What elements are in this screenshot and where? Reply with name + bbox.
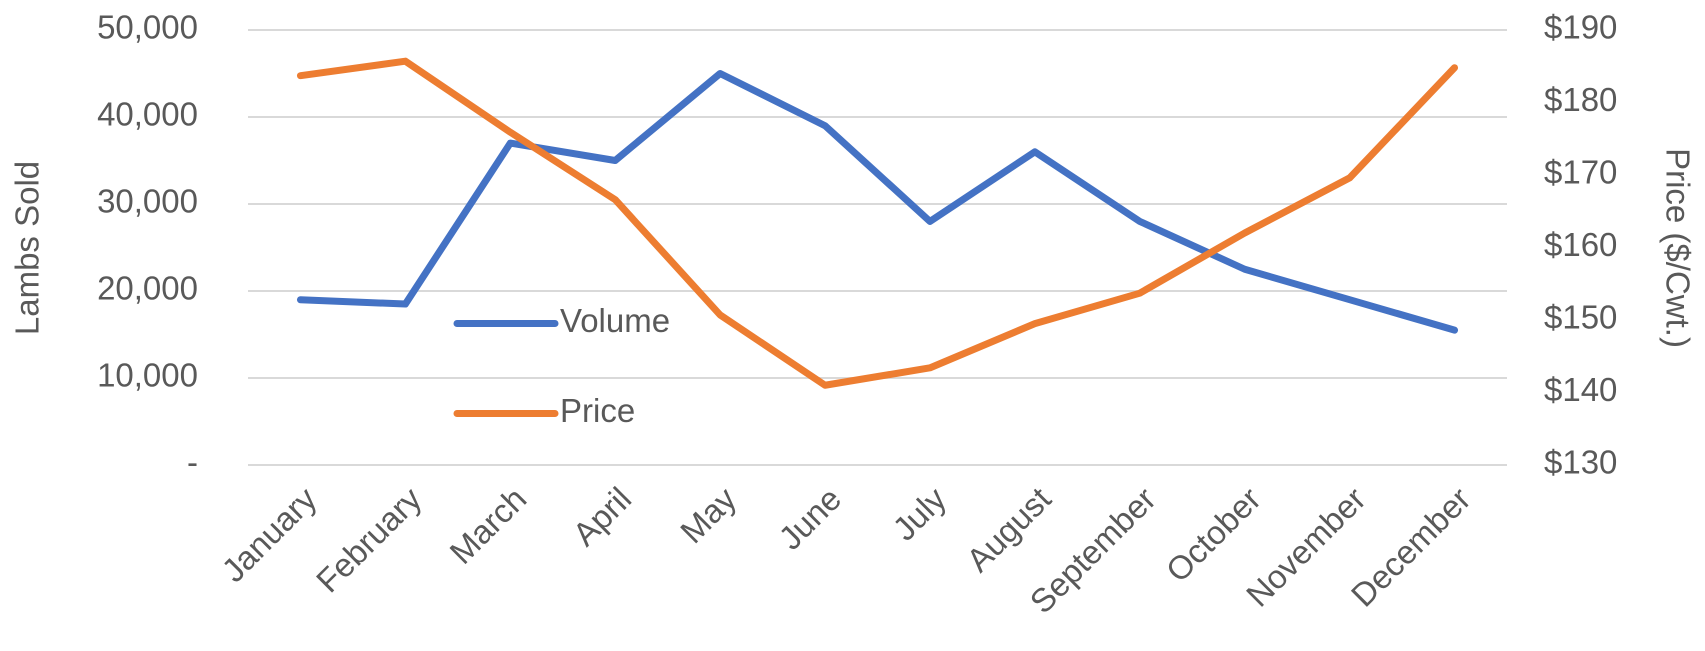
line-series [296, 57, 1459, 389]
y2-tick-label: $130 [1544, 444, 1617, 481]
y-tick-label: 10,000 [97, 357, 198, 394]
x-tick-label: January [214, 480, 324, 590]
y-tick-label: 40,000 [97, 96, 198, 133]
x-tick-label: October [1159, 480, 1268, 589]
x-tick-label: May [673, 480, 744, 551]
x-tick-label: June [771, 480, 848, 557]
y2-tick-label: $190 [1544, 9, 1617, 46]
y-tick-label: - [187, 444, 198, 481]
y2-tick-label: $140 [1544, 371, 1617, 408]
y2-tick-label: $180 [1544, 81, 1617, 118]
x-tick-label: March [442, 480, 533, 571]
y-tick-label: 50,000 [97, 9, 198, 46]
x-tick-label: February [309, 480, 429, 600]
x-tick-label: August [959, 480, 1058, 579]
x-tick-label: July [885, 480, 953, 548]
y2-axis-title: Price ($/Cwt.) [1659, 148, 1696, 348]
y-tick-label: 30,000 [97, 183, 198, 220]
y-axis-title: Lambs Sold [9, 161, 46, 335]
y-tick-label: 20,000 [97, 270, 198, 307]
y2-tick-label: $160 [1544, 226, 1617, 263]
y2-tick-label: $170 [1544, 154, 1617, 191]
legend-label: Volume [560, 302, 670, 339]
legend-label: Price [560, 392, 635, 429]
x-tick-label: April [565, 480, 638, 553]
y2-tick-label: $150 [1544, 299, 1617, 336]
line-series [296, 70, 1459, 334]
